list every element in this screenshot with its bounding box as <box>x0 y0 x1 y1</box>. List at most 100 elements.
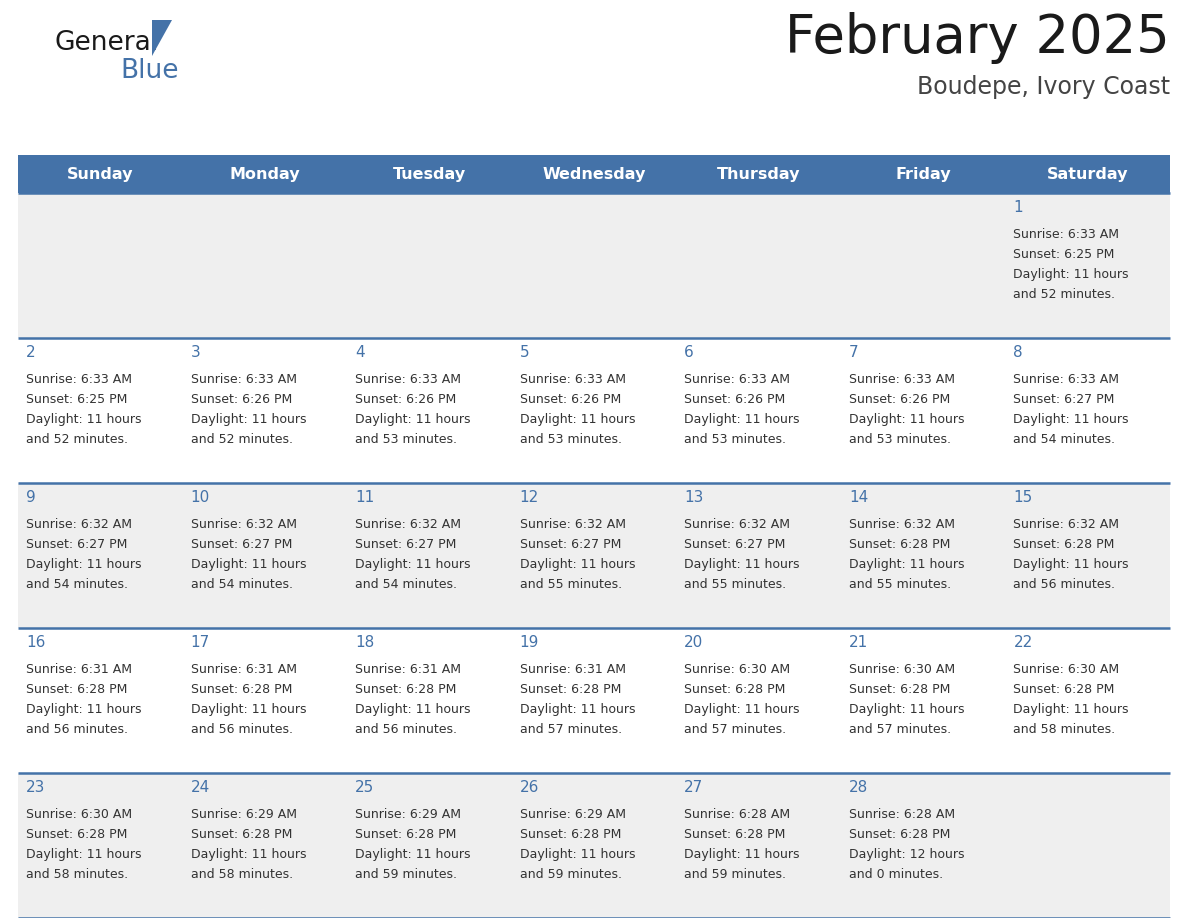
Text: 23: 23 <box>26 780 45 795</box>
Text: 24: 24 <box>190 780 210 795</box>
Text: Daylight: 11 hours: Daylight: 11 hours <box>849 413 965 426</box>
Text: Thursday: Thursday <box>716 166 801 182</box>
Text: Sunset: 6:27 PM: Sunset: 6:27 PM <box>190 538 292 551</box>
Text: 5: 5 <box>519 345 530 360</box>
Text: Sunrise: 6:30 AM: Sunrise: 6:30 AM <box>1013 663 1119 676</box>
Text: Daylight: 11 hours: Daylight: 11 hours <box>190 558 307 571</box>
Text: 8: 8 <box>1013 345 1023 360</box>
Text: Sunrise: 6:31 AM: Sunrise: 6:31 AM <box>26 663 132 676</box>
Text: Daylight: 11 hours: Daylight: 11 hours <box>1013 413 1129 426</box>
Bar <box>18 338 1170 483</box>
Text: and 56 minutes.: and 56 minutes. <box>1013 578 1116 591</box>
Text: Daylight: 11 hours: Daylight: 11 hours <box>684 703 800 716</box>
Text: Sunrise: 6:33 AM: Sunrise: 6:33 AM <box>26 373 132 386</box>
Text: Sunrise: 6:32 AM: Sunrise: 6:32 AM <box>190 518 297 531</box>
Text: Sunset: 6:28 PM: Sunset: 6:28 PM <box>519 828 621 841</box>
Text: Sunset: 6:28 PM: Sunset: 6:28 PM <box>355 828 456 841</box>
Text: Sunset: 6:28 PM: Sunset: 6:28 PM <box>355 683 456 696</box>
Text: Sunset: 6:28 PM: Sunset: 6:28 PM <box>26 683 127 696</box>
Text: and 58 minutes.: and 58 minutes. <box>1013 723 1116 736</box>
Text: Sunset: 6:28 PM: Sunset: 6:28 PM <box>519 683 621 696</box>
Polygon shape <box>152 20 172 56</box>
Text: Sunday: Sunday <box>67 166 133 182</box>
Text: Daylight: 11 hours: Daylight: 11 hours <box>1013 558 1129 571</box>
Text: Sunset: 6:27 PM: Sunset: 6:27 PM <box>26 538 127 551</box>
Text: Sunrise: 6:31 AM: Sunrise: 6:31 AM <box>355 663 461 676</box>
Bar <box>18 483 1170 628</box>
Text: Sunset: 6:28 PM: Sunset: 6:28 PM <box>190 828 292 841</box>
Text: Friday: Friday <box>896 166 950 182</box>
Text: Sunset: 6:25 PM: Sunset: 6:25 PM <box>26 393 127 406</box>
Text: Daylight: 11 hours: Daylight: 11 hours <box>26 848 141 861</box>
Text: and 55 minutes.: and 55 minutes. <box>519 578 621 591</box>
Text: and 59 minutes.: and 59 minutes. <box>519 868 621 881</box>
Text: Sunset: 6:28 PM: Sunset: 6:28 PM <box>1013 683 1114 696</box>
Bar <box>18 773 1170 918</box>
Text: Sunset: 6:26 PM: Sunset: 6:26 PM <box>849 393 950 406</box>
Text: Sunrise: 6:30 AM: Sunrise: 6:30 AM <box>684 663 790 676</box>
Text: and 53 minutes.: and 53 minutes. <box>355 433 457 446</box>
Text: Sunrise: 6:33 AM: Sunrise: 6:33 AM <box>849 373 955 386</box>
Text: Daylight: 11 hours: Daylight: 11 hours <box>26 558 141 571</box>
Text: and 54 minutes.: and 54 minutes. <box>355 578 457 591</box>
Text: Daylight: 11 hours: Daylight: 11 hours <box>355 848 470 861</box>
Text: Daylight: 11 hours: Daylight: 11 hours <box>190 703 307 716</box>
Text: Sunrise: 6:33 AM: Sunrise: 6:33 AM <box>1013 373 1119 386</box>
Text: and 53 minutes.: and 53 minutes. <box>849 433 950 446</box>
Text: Daylight: 11 hours: Daylight: 11 hours <box>26 413 141 426</box>
Text: Sunset: 6:28 PM: Sunset: 6:28 PM <box>849 683 950 696</box>
Text: 20: 20 <box>684 635 703 650</box>
Text: Daylight: 11 hours: Daylight: 11 hours <box>849 703 965 716</box>
Text: 7: 7 <box>849 345 859 360</box>
Text: Daylight: 11 hours: Daylight: 11 hours <box>355 413 470 426</box>
Text: February 2025: February 2025 <box>785 12 1170 64</box>
Text: Sunset: 6:28 PM: Sunset: 6:28 PM <box>849 538 950 551</box>
Text: 16: 16 <box>26 635 45 650</box>
Text: Sunrise: 6:33 AM: Sunrise: 6:33 AM <box>684 373 790 386</box>
Text: and 59 minutes.: and 59 minutes. <box>684 868 786 881</box>
Text: 9: 9 <box>26 490 36 505</box>
Text: Sunset: 6:26 PM: Sunset: 6:26 PM <box>190 393 292 406</box>
Text: 17: 17 <box>190 635 210 650</box>
Text: and 59 minutes.: and 59 minutes. <box>355 868 457 881</box>
Text: Sunrise: 6:29 AM: Sunrise: 6:29 AM <box>519 808 626 821</box>
Text: Sunrise: 6:28 AM: Sunrise: 6:28 AM <box>849 808 955 821</box>
Text: Sunset: 6:25 PM: Sunset: 6:25 PM <box>1013 248 1114 261</box>
Text: Monday: Monday <box>229 166 301 182</box>
Text: Daylight: 11 hours: Daylight: 11 hours <box>849 558 965 571</box>
Text: 19: 19 <box>519 635 539 650</box>
Text: and 56 minutes.: and 56 minutes. <box>355 723 457 736</box>
Text: and 54 minutes.: and 54 minutes. <box>190 578 292 591</box>
Text: Sunrise: 6:32 AM: Sunrise: 6:32 AM <box>684 518 790 531</box>
Text: 22: 22 <box>1013 635 1032 650</box>
Text: and 0 minutes.: and 0 minutes. <box>849 868 943 881</box>
Text: 12: 12 <box>519 490 539 505</box>
Text: and 53 minutes.: and 53 minutes. <box>684 433 786 446</box>
Text: 4: 4 <box>355 345 365 360</box>
Text: and 57 minutes.: and 57 minutes. <box>519 723 621 736</box>
Text: 14: 14 <box>849 490 868 505</box>
Text: and 55 minutes.: and 55 minutes. <box>849 578 950 591</box>
Text: Sunset: 6:28 PM: Sunset: 6:28 PM <box>1013 538 1114 551</box>
Text: and 56 minutes.: and 56 minutes. <box>26 723 128 736</box>
Text: Daylight: 11 hours: Daylight: 11 hours <box>355 703 470 716</box>
Text: Sunrise: 6:29 AM: Sunrise: 6:29 AM <box>355 808 461 821</box>
Text: and 52 minutes.: and 52 minutes. <box>1013 288 1116 301</box>
Text: Sunrise: 6:33 AM: Sunrise: 6:33 AM <box>190 373 297 386</box>
Text: Sunset: 6:27 PM: Sunset: 6:27 PM <box>519 538 621 551</box>
Text: Sunset: 6:27 PM: Sunset: 6:27 PM <box>355 538 456 551</box>
Text: Sunrise: 6:32 AM: Sunrise: 6:32 AM <box>355 518 461 531</box>
Text: Sunrise: 6:32 AM: Sunrise: 6:32 AM <box>849 518 955 531</box>
Text: Sunset: 6:28 PM: Sunset: 6:28 PM <box>190 683 292 696</box>
Text: Sunrise: 6:30 AM: Sunrise: 6:30 AM <box>849 663 955 676</box>
Text: and 54 minutes.: and 54 minutes. <box>26 578 128 591</box>
Text: Sunset: 6:28 PM: Sunset: 6:28 PM <box>849 828 950 841</box>
Text: Daylight: 11 hours: Daylight: 11 hours <box>355 558 470 571</box>
Text: and 54 minutes.: and 54 minutes. <box>1013 433 1116 446</box>
Text: Sunrise: 6:33 AM: Sunrise: 6:33 AM <box>519 373 626 386</box>
Text: Boudepe, Ivory Coast: Boudepe, Ivory Coast <box>917 75 1170 99</box>
Text: Blue: Blue <box>120 58 178 84</box>
Text: Daylight: 11 hours: Daylight: 11 hours <box>519 703 636 716</box>
Text: 15: 15 <box>1013 490 1032 505</box>
Text: and 56 minutes.: and 56 minutes. <box>190 723 292 736</box>
